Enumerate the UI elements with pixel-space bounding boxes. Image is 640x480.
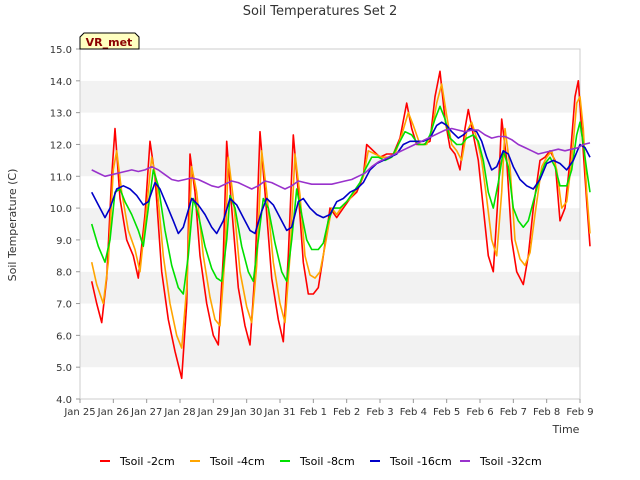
x-tick-label: Feb 1 (300, 407, 327, 418)
x-tick-label: Jan 28 (163, 407, 195, 418)
y-tick-label: 9.0 (56, 236, 72, 247)
grid-band (80, 367, 580, 399)
y-tick-label: 14.0 (50, 77, 72, 88)
y-tick-label: 10.0 (50, 204, 72, 215)
y-tick-label: 6.0 (56, 331, 72, 342)
y-tick-label: 15.0 (50, 45, 72, 56)
annotation-label: VR_met (86, 36, 133, 49)
y-tick-label: 7.0 (56, 300, 72, 311)
y-axis: 4.0 5.0 6.0 7.0 8.0 9.0 10.0 11.0 12.0 13.0 14.0 15… (50, 45, 80, 406)
x-tick-label: Feb 4 (400, 407, 427, 418)
chart-title: Soil Temperatures Set 2 (243, 4, 398, 19)
grid-band (80, 271, 580, 304)
x-tick-label: Jan 26 (97, 407, 129, 418)
x-axis-label: Time (552, 423, 580, 436)
series-lines (90, 70, 591, 380)
x-tick-label: Feb 6 (466, 407, 493, 418)
x-tick-label: Jan 31 (263, 407, 295, 418)
x-tick-label: Jan 30 (230, 407, 262, 418)
x-tick-label: Feb 3 (366, 407, 393, 418)
legend: Tsoil -2cm Tsoil -4cm Tsoil -8cm Tsoil -16c… (100, 455, 542, 468)
y-tick-label: 13.0 (50, 109, 72, 120)
series-line-tsoil-32cm (91, 127, 591, 190)
legend-item: Tsoil -32cm (460, 455, 542, 468)
legend-label: Tsoil -8cm (299, 455, 355, 468)
x-tick-label: Feb 9 (566, 407, 593, 418)
grid-band (80, 303, 580, 336)
legend-label: Tsoil -4cm (209, 455, 265, 468)
legend-item: Tsoil -8cm (280, 455, 355, 468)
series-line-tsoil-8cm (90, 105, 591, 295)
legend-item: Tsoil -2cm (100, 455, 175, 468)
legend-item: Tsoil -4cm (190, 455, 265, 468)
x-tick-label: Feb 2 (333, 407, 360, 418)
y-tick-label: 12.0 (50, 140, 72, 151)
grid-band (80, 144, 580, 177)
series-line-tsoil-16cm (90, 121, 591, 235)
legend-item: Tsoil -16cm (370, 455, 452, 468)
legend-label: Tsoil -32cm (479, 455, 542, 468)
vr-met-annotation: VR_met (79, 32, 140, 50)
grid-band (80, 335, 580, 368)
grid-band (80, 49, 580, 81)
x-tick-label: Feb 5 (433, 407, 460, 418)
x-tick-label: Jan 27 (130, 407, 162, 418)
legend-label: Tsoil -16cm (389, 455, 452, 468)
legend-label: Tsoil -2cm (119, 455, 175, 468)
x-axis: Jan 25 Jan 26 Jan 27 Jan 28 Jan 29 Jan 30 Jan … (63, 399, 594, 418)
y-axis-label: Soil Temperature (C) (6, 169, 19, 282)
series-line-tsoil-2cm (90, 70, 591, 380)
x-tick-label: Feb 8 (533, 407, 560, 418)
x-tick-label: Jan 25 (63, 407, 95, 418)
grid-bands (80, 49, 580, 399)
grid-band (80, 80, 580, 113)
y-tick-label: 4.0 (56, 395, 72, 406)
annotation-box (79, 32, 140, 50)
grid-band (80, 239, 580, 272)
x-tick-label: Feb 7 (500, 407, 527, 418)
y-tick-label: 5.0 (56, 363, 72, 374)
grid-band (80, 112, 580, 145)
y-tick-label: 11.0 (50, 172, 72, 183)
y-tick-label: 8.0 (56, 268, 72, 279)
plot-area-border (79, 48, 581, 400)
x-tick-label: Jan 29 (197, 407, 229, 418)
